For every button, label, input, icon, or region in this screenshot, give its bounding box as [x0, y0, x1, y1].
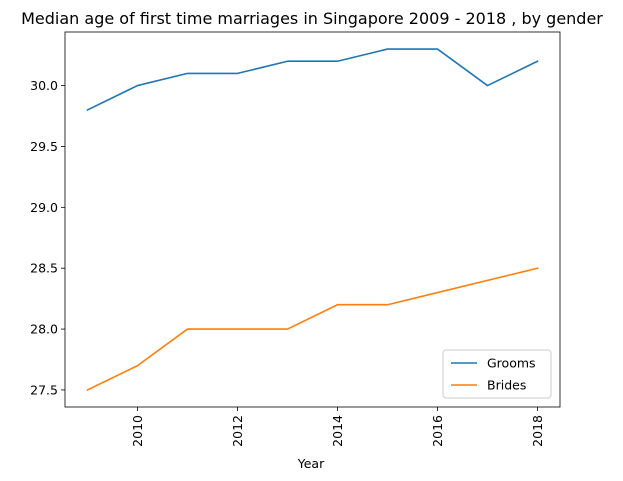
y-tick-label: 27.5	[30, 382, 58, 397]
x-tick-label: 2014	[330, 415, 345, 447]
y-tick-label: 29.0	[30, 200, 58, 215]
legend-box	[442, 349, 552, 399]
x-axis: 2010 2012 2014 2016 2018	[130, 407, 545, 447]
series-group	[86, 48, 539, 392]
x-tick-label: 2016	[430, 415, 445, 447]
y-tick-label: 29.5	[30, 139, 58, 154]
legend-label-grooms: Grooms	[487, 356, 536, 371]
y-tick-label: 30.0	[30, 78, 58, 93]
plot-frame	[64, 31, 561, 408]
chart-title: Median age of first time marriages in Si…	[21, 9, 603, 28]
legend: Grooms Brides	[442, 349, 552, 399]
x-tick-label: 2018	[530, 415, 545, 447]
y-tick-label: 28.0	[30, 322, 58, 337]
y-tick-label: 28.5	[30, 261, 58, 276]
series-line-grooms	[86, 48, 539, 111]
series-line-brides	[86, 267, 539, 392]
y-axis: 27.5 28.0 28.5 29.0 29.5 30.0	[30, 78, 65, 397]
x-tick-label: 2012	[230, 415, 245, 447]
x-tick-label: 2010	[130, 415, 145, 447]
x-axis-label: Year	[297, 456, 325, 471]
plot-area: 27.528.028.529.029.530.0 2010 2012 2014 201…	[30, 31, 561, 447]
legend-label-brides: Brides	[487, 378, 526, 393]
